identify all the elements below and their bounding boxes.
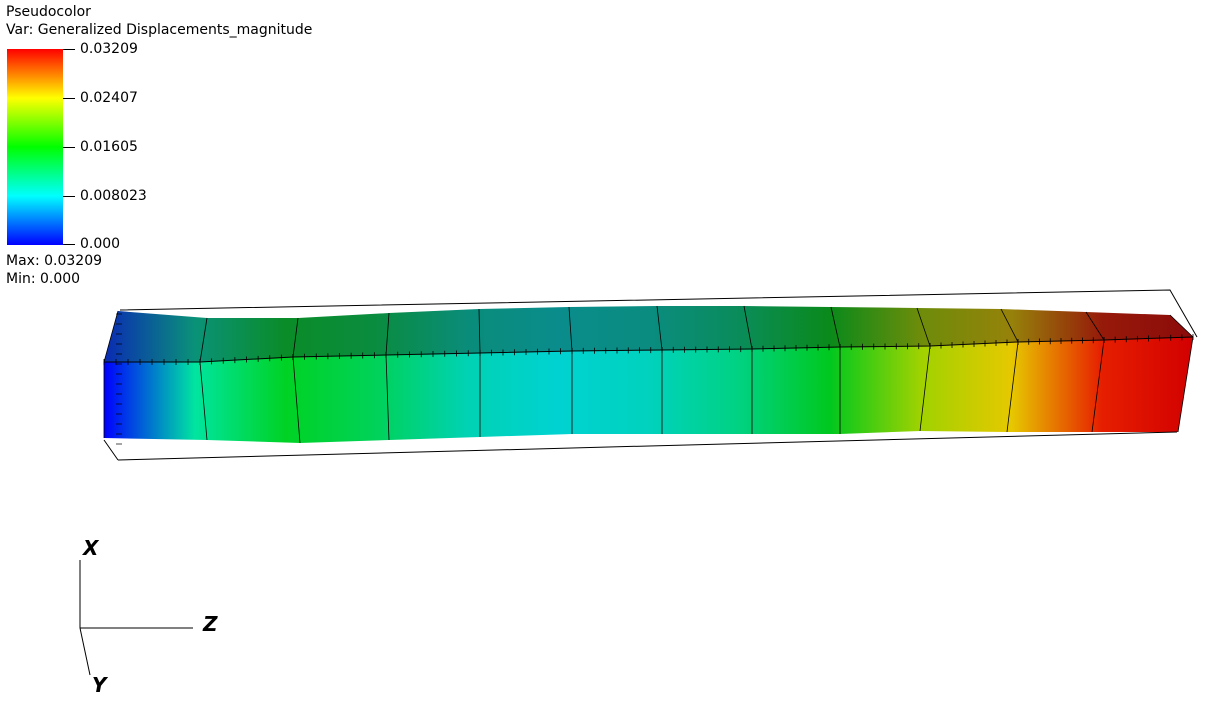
y-axis-line <box>79 627 91 676</box>
axes-triad: X Z Y <box>79 536 218 697</box>
pseudocolor-legend: Pseudocolor Var: Generalized Displacemen… <box>0 0 400 300</box>
legend-tick-label: 0.01605 <box>80 139 138 155</box>
z-axis-label: Z <box>202 612 218 636</box>
beam-front-face <box>104 337 1193 443</box>
beam-mesh <box>103 305 1194 445</box>
x-axis-label: X <box>81 536 100 560</box>
legend-tick-label: 0.02407 <box>80 90 138 106</box>
bounding-box-top-edge <box>119 289 1198 338</box>
legend-tick-mark <box>63 147 75 148</box>
legend-tick-mark <box>63 98 75 99</box>
legend-max-value: Max: 0.03209 <box>6 253 103 269</box>
legend-tick-label: 0.03209 <box>80 41 138 57</box>
bounding-box-bottom-edge <box>117 431 1178 461</box>
legend-variable-name: Var: Generalized Displacements_magnitude <box>6 22 313 38</box>
legend-tick-mark <box>63 49 75 50</box>
legend-tick-label: 0.008023 <box>80 188 147 204</box>
y-axis-label: Y <box>92 673 109 697</box>
bounding-box <box>103 289 1198 461</box>
legend-colorbar <box>7 49 63 245</box>
legend-min-value: Min: 0.000 <box>6 271 81 287</box>
legend-tick-label: 0.000 <box>80 236 121 252</box>
bounding-box-left-edge <box>103 439 119 461</box>
legend-tick-mark <box>63 244 75 245</box>
legend-plot-type: Pseudocolor <box>6 4 91 20</box>
legend-tick-mark <box>63 196 75 197</box>
